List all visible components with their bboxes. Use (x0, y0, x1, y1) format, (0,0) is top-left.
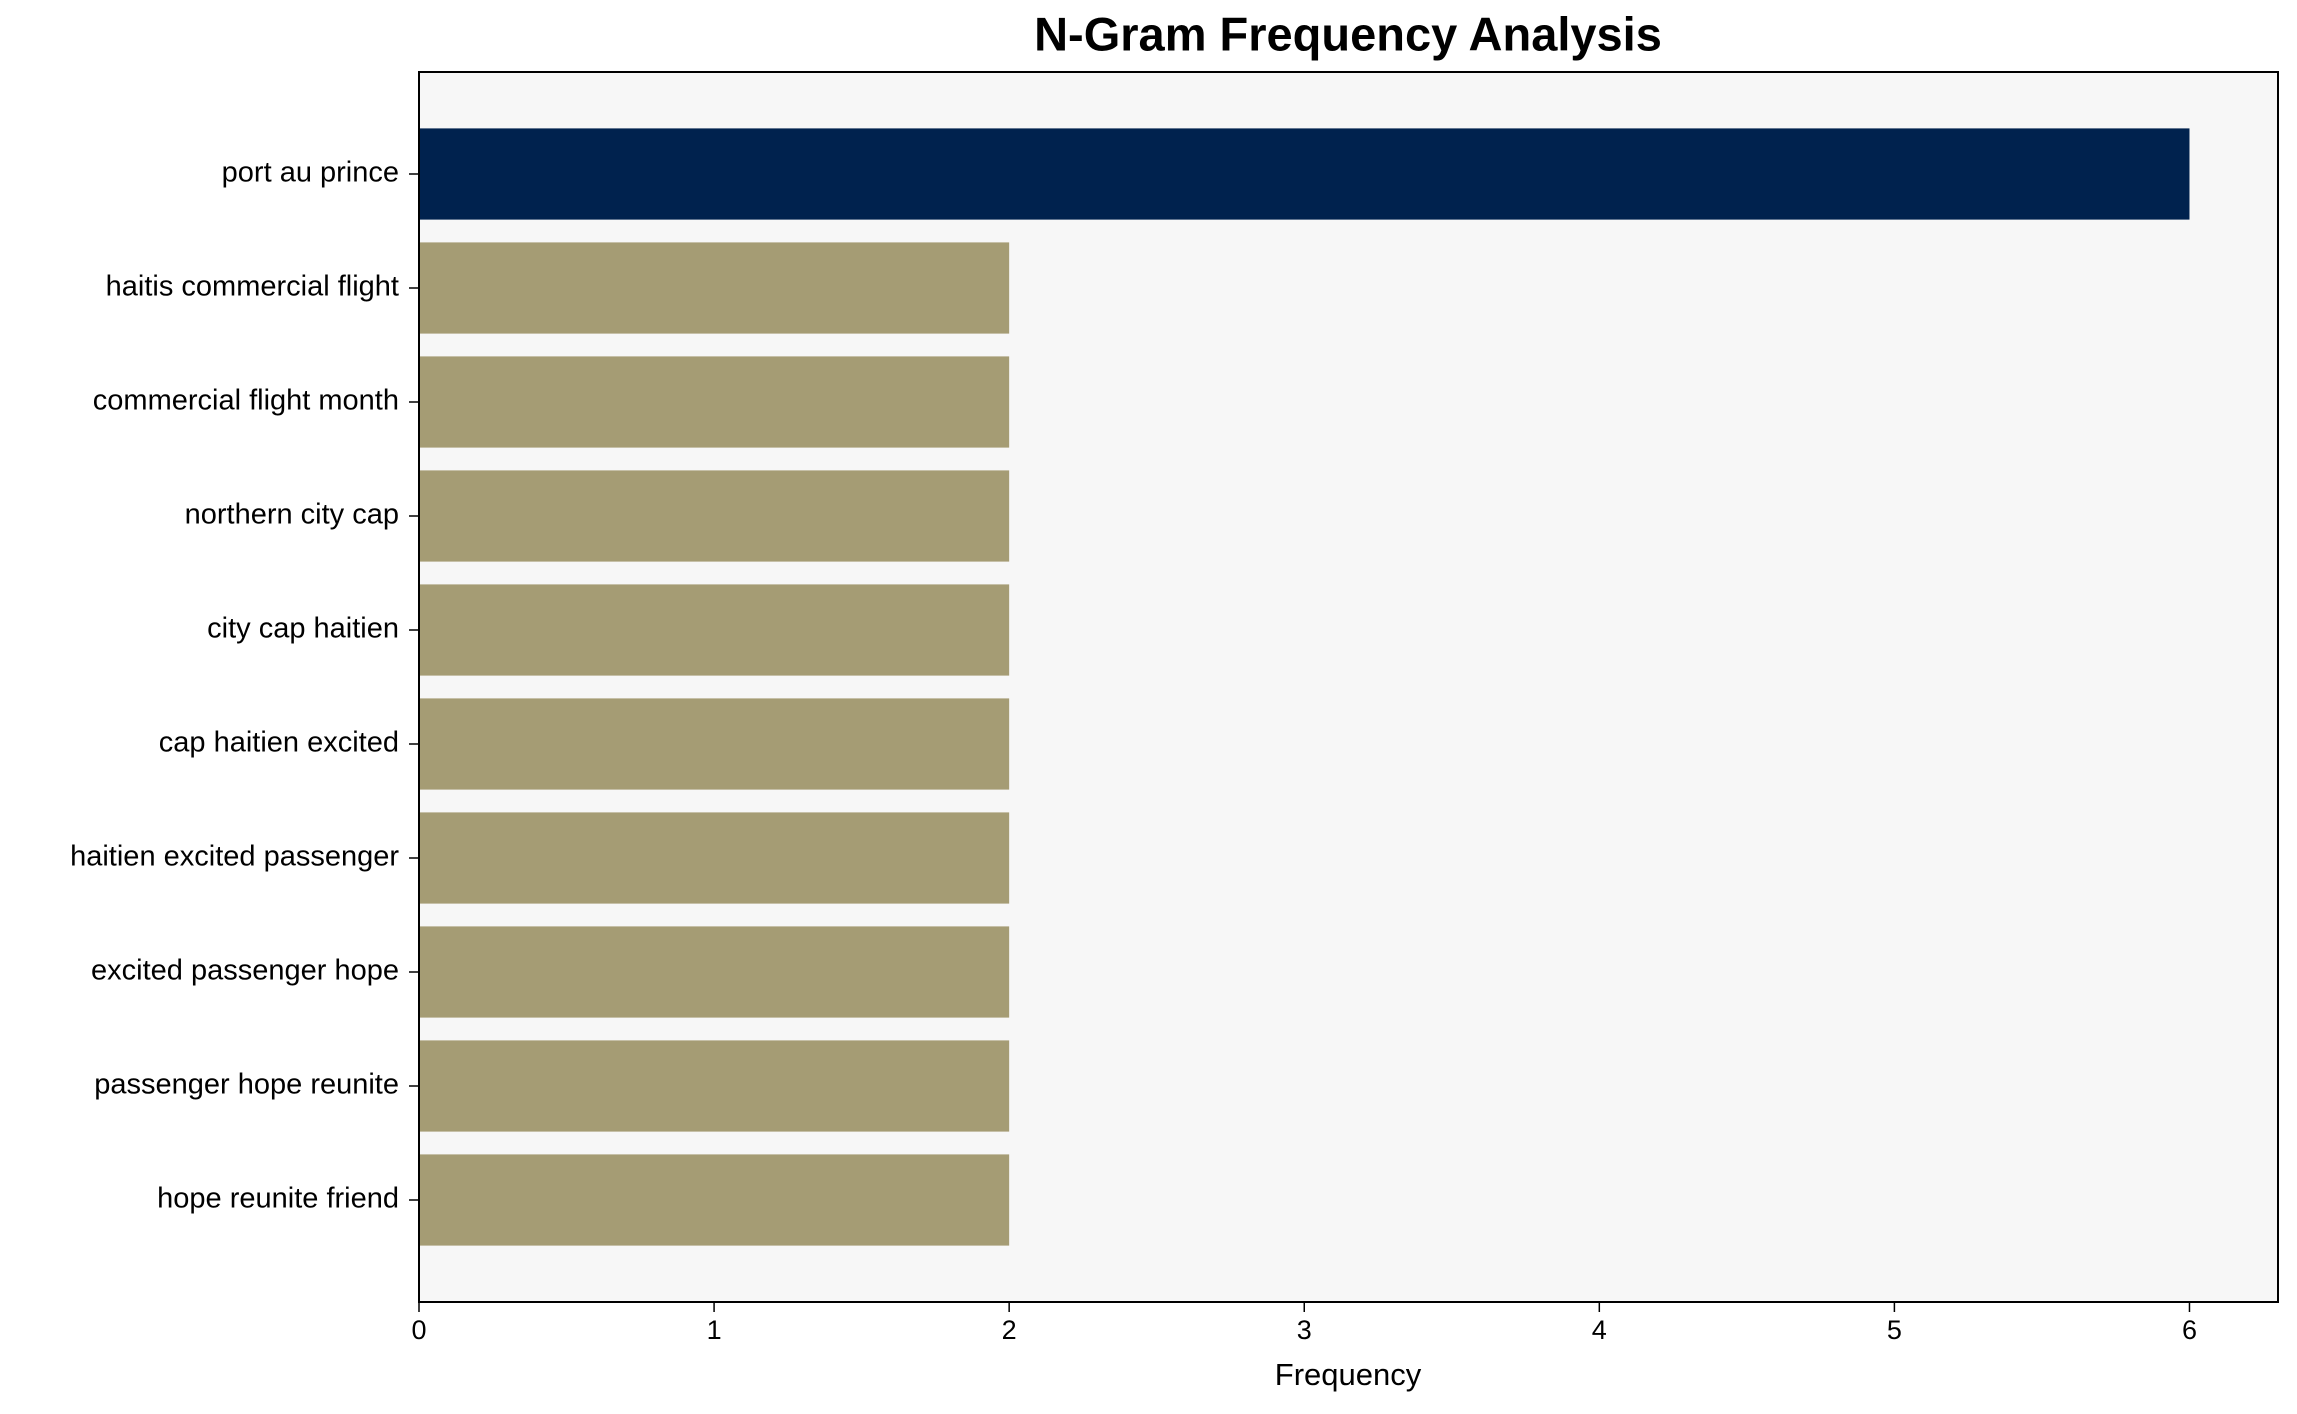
bar (419, 242, 1010, 334)
x-tick-label: 5 (1887, 1315, 1902, 1345)
bar (419, 470, 1010, 562)
x-tick-label: 6 (2182, 1315, 2197, 1345)
y-tick-label: northern city cap (185, 499, 399, 531)
bar (419, 1040, 1010, 1132)
bar (419, 812, 1010, 904)
plot-frame (418, 71, 2279, 1303)
y-tick-label: excited passenger hope (91, 955, 399, 987)
bar (419, 356, 1010, 448)
y-tick-label: passenger hope reunite (94, 1069, 399, 1101)
y-tick-label: commercial flight month (93, 385, 399, 417)
x-tick-label: 2 (1002, 1315, 1017, 1345)
y-tick-label: cap haitien excited (159, 727, 399, 759)
chart-title: N-Gram Frequency Analysis (1034, 7, 1662, 60)
x-axis-label: Frequency (1275, 1357, 1422, 1392)
y-tick-label: city cap haitien (207, 613, 399, 645)
bar (419, 1154, 1010, 1246)
y-tick-label: port au prince (222, 157, 399, 189)
bar (419, 698, 1010, 790)
x-tick-label: 3 (1297, 1315, 1312, 1345)
y-tick-label: hope reunite friend (157, 1183, 399, 1215)
y-tick-label: haitis commercial flight (106, 271, 399, 303)
y-tick-label: haitien excited passenger (70, 841, 399, 873)
x-tick-label: 4 (1592, 1315, 1607, 1345)
x-tick-label: 1 (707, 1315, 722, 1345)
bar (419, 584, 1010, 676)
bar (419, 128, 2190, 220)
bar (419, 926, 1010, 1018)
x-tick-label: 0 (411, 1315, 426, 1345)
